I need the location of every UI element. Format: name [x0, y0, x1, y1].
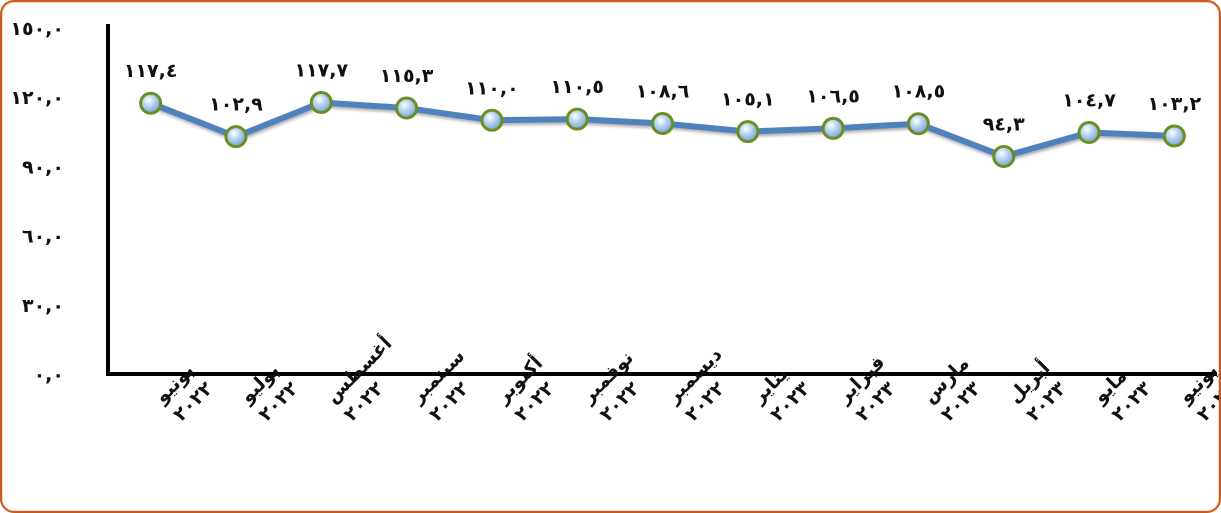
data-point [309, 91, 333, 115]
category-label: نوفمبر٢٠٢٢ [576, 347, 656, 427]
data-label: ١١٥,٣ [380, 65, 434, 87]
y-tick-label: ١٥٠,٠ [10, 18, 64, 40]
data-point [395, 96, 419, 120]
category-label: مارس٢٠٢٣ [918, 352, 992, 426]
category-label: يونيو٢٠٢٢ [150, 359, 218, 427]
data-label: ١١٧,٤ [124, 60, 178, 82]
data-labels: ١١٧,٤ ١٠٢,٩ ١١٧,٧ ١١٥,٣ ١١٠,٠ ١١٠,٥ ١٠٨,٦ ١٠٥,١… [124, 60, 1202, 136]
data-point [651, 111, 674, 135]
data-label: ١٠٣,٢ [1148, 93, 1202, 115]
category-label: سبتمبر٢٠٢٢ [406, 345, 488, 427]
data-point [480, 108, 504, 132]
data-label: ١٠٨,٥ [892, 81, 946, 103]
category-label: فبراير٢٠٢٣ [832, 351, 907, 426]
data-point [1162, 124, 1186, 148]
data-point [139, 91, 163, 115]
category-label: يناير٢٠٢٣ [747, 359, 815, 427]
y-axis: ٠,٠ ٣٠,٠ ٦٠,٠ ٩٠,٠ ١٢٠,٠ ١٥٠,٠ [10, 18, 110, 386]
y-tick-label: ٠,٠ [34, 364, 64, 386]
category-label: أكتوبر٢٠٢٢ [490, 351, 566, 427]
data-label: ١٠٥,١ [721, 89, 775, 111]
y-tick-label: ٩٠,٠ [22, 156, 64, 178]
y-tick-label: ٦٠,٠ [22, 226, 64, 248]
series-markers [139, 91, 1186, 168]
data-label: ١١٠,٥ [550, 76, 604, 98]
category-label: أبريل٢٠٢٣ [1002, 356, 1072, 426]
category-labels: يونيو٢٠٢٢ يوليو٢٠٢٢ أغسطس٢٠٢٢ سبتمبر٢٠٢٢ أكت… [150, 331, 1219, 427]
data-point [906, 112, 930, 136]
data-label: ١١٠,٠ [465, 77, 519, 99]
data-label: ٩٤,٣ [983, 113, 1025, 135]
y-tick-label: ٣٠,٠ [22, 295, 64, 317]
data-point [224, 125, 248, 149]
category-label: أغسطس٢٠٢٢ [320, 331, 415, 426]
data-point [992, 144, 1016, 168]
data-label: ١٠٢,٩ [209, 94, 263, 116]
category-label: ديسمبر٢٠٢٢ [662, 343, 745, 426]
category-label: مايو٢٠٢٣ [1088, 359, 1156, 427]
data-point [1077, 120, 1101, 144]
data-label: ١٠٦,٥ [806, 85, 860, 107]
y-tick-label: ١٢٠,٠ [10, 87, 64, 109]
category-label: يونيو*٢٠٢٣ [1174, 352, 1219, 427]
data-point [565, 107, 589, 131]
data-label: ١١٧,٧ [294, 60, 348, 82]
data-point [821, 116, 845, 140]
category-label: يوليو٢٠٢٢ [235, 359, 303, 427]
data-label: ١٠٤,٧ [1062, 89, 1116, 111]
data-label: ١٠٨,٦ [636, 80, 690, 102]
data-point [736, 120, 760, 144]
